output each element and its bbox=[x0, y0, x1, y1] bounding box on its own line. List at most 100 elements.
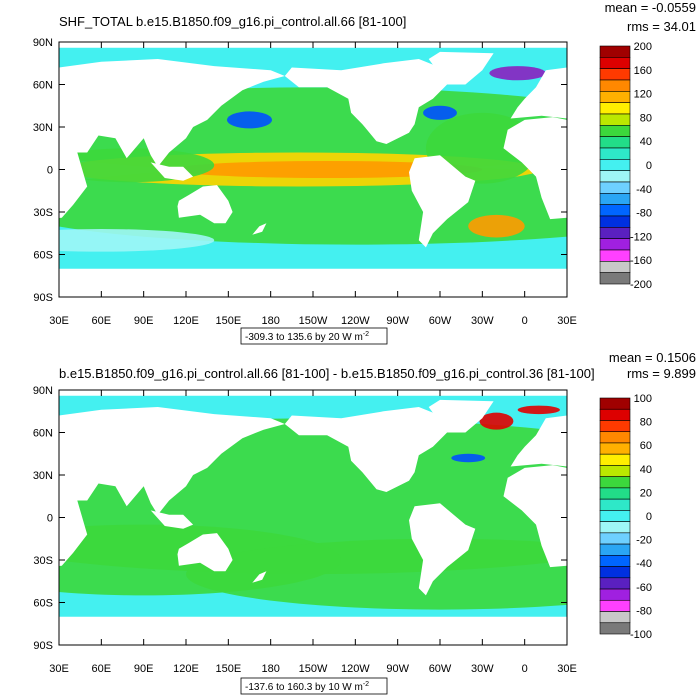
land-mask bbox=[409, 503, 476, 596]
colorbar-label: -80 bbox=[636, 208, 652, 220]
field-blob bbox=[171, 161, 483, 178]
colorbar-label: -40 bbox=[636, 558, 652, 570]
x-tick-label: 30W bbox=[471, 663, 494, 675]
colorbar-swatch bbox=[599, 611, 631, 624]
field-blob bbox=[451, 453, 486, 463]
land-mask bbox=[150, 162, 194, 181]
colorbar-swatch bbox=[599, 510, 631, 522]
colorbar-swatch bbox=[599, 622, 631, 635]
stat-rms: rms = 9.899 bbox=[627, 366, 696, 381]
x-tick-label: 90E bbox=[134, 315, 154, 327]
land-mask bbox=[428, 51, 494, 85]
colorbar-swatch bbox=[599, 408, 631, 421]
colorbar-label: 40 bbox=[640, 136, 652, 148]
colorbar-swatch bbox=[599, 543, 631, 556]
colorbar-swatch bbox=[599, 68, 631, 81]
colorbar-swatch bbox=[599, 227, 631, 239]
field-blob bbox=[226, 111, 273, 129]
colorbar-swatch bbox=[599, 487, 631, 500]
colorbar-label: -40 bbox=[636, 184, 652, 196]
y-tick-label: 90N bbox=[33, 385, 53, 397]
contour-range-box bbox=[240, 677, 388, 695]
colorbar-label: 40 bbox=[640, 464, 652, 476]
colorbar-swatch bbox=[599, 272, 631, 285]
chart-panel-2: 30E 60E 90E 120E 150E 180 150W 120W 90W 60W 30W 0 30… bbox=[33, 350, 696, 695]
land-mask bbox=[409, 155, 476, 248]
chart-title: b.e15.B1850.f09_g16.pi_control.all.66 [8… bbox=[59, 366, 595, 381]
land-mask bbox=[59, 268, 567, 297]
colorbar-swatch bbox=[599, 465, 631, 477]
colorbar: 200 160 120 80 40 0 -40 -80 -120 -160 -200 bbox=[599, 41, 652, 291]
field-blob bbox=[423, 105, 457, 120]
land-mask bbox=[503, 117, 567, 220]
y-tick-label: 0 bbox=[47, 165, 53, 177]
land-mask bbox=[510, 415, 567, 467]
colorbar-swatch bbox=[599, 113, 631, 126]
field-blob bbox=[468, 214, 525, 238]
field-blob bbox=[517, 405, 560, 415]
y-tick-label: 30S bbox=[33, 207, 53, 219]
colorbar-swatch bbox=[599, 238, 631, 251]
colorbar-label: 160 bbox=[634, 65, 652, 77]
colorbar-label: -160 bbox=[630, 255, 652, 267]
colorbar-swatch bbox=[599, 442, 631, 455]
land-mask bbox=[177, 533, 233, 572]
colorbar-label: 0 bbox=[646, 160, 652, 172]
x-tick-label: 150E bbox=[215, 315, 241, 327]
x-tick-label: 120W bbox=[341, 315, 370, 327]
contour-range-label: -309.3 to 135.6 by 20 W m-2 bbox=[245, 331, 369, 343]
colorbar-label: 0 bbox=[646, 511, 652, 523]
colorbar-label: -80 bbox=[636, 605, 652, 617]
colorbar-swatch bbox=[599, 204, 631, 217]
colorbar: 100 80 60 40 20 0 -20 -40 -60 -80 -100 bbox=[599, 393, 652, 641]
colorbar-swatch bbox=[599, 420, 631, 433]
colorbar-label: 120 bbox=[634, 89, 652, 101]
colorbar-swatch bbox=[599, 261, 631, 273]
land-mask bbox=[59, 407, 285, 566]
x-tick-label: 60E bbox=[92, 315, 112, 327]
colorbar-label: 80 bbox=[640, 417, 652, 429]
land-mask bbox=[59, 59, 285, 218]
x-tick-label: 120W bbox=[341, 663, 370, 675]
colorbar-swatch bbox=[599, 498, 631, 511]
x-tick-label: 30W bbox=[471, 315, 494, 327]
y-tick-label: 90S bbox=[33, 292, 53, 304]
y-tick-label: 90N bbox=[33, 37, 53, 49]
x-tick-label: 90E bbox=[134, 663, 154, 675]
x-tick-label: 90W bbox=[386, 663, 409, 675]
chart-panel-1: 30E 60E 90E 120E 150E 180 150W 120W 90W 60W 30W 0 30… bbox=[33, 0, 696, 345]
colorbar-swatch bbox=[599, 521, 631, 534]
x-tick-label: 60E bbox=[92, 663, 112, 675]
x-tick-label: 150W bbox=[299, 315, 328, 327]
stat-rms: rms = 34.01 bbox=[627, 19, 696, 34]
colorbar-label: -20 bbox=[636, 535, 652, 547]
x-tick-label: 60W bbox=[429, 663, 452, 675]
colorbar-swatch bbox=[599, 79, 631, 92]
y-tick-label: 60S bbox=[33, 250, 53, 262]
colorbar-label: -100 bbox=[630, 629, 652, 641]
x-tick-label: 120E bbox=[173, 315, 199, 327]
land-mask bbox=[59, 616, 567, 645]
colorbar-swatch bbox=[599, 147, 631, 160]
x-tick-label: 150E bbox=[215, 663, 241, 675]
stat-mean: mean = -0.0559 bbox=[605, 0, 696, 15]
field-blob bbox=[489, 66, 546, 81]
colorbar-label: -120 bbox=[630, 231, 652, 243]
field-blob bbox=[479, 412, 514, 430]
x-tick-label: 120E bbox=[173, 663, 199, 675]
colorbar-label: -200 bbox=[630, 279, 652, 291]
land-mask bbox=[252, 571, 267, 583]
x-tick-label: 30E bbox=[557, 663, 577, 675]
field-plot bbox=[59, 390, 567, 645]
land-mask bbox=[510, 67, 567, 119]
land-mask bbox=[284, 407, 448, 492]
colorbar-swatch bbox=[599, 136, 631, 149]
colorbar-swatch bbox=[599, 599, 631, 612]
stat-mean: mean = 0.1506 bbox=[609, 350, 696, 365]
land-mask bbox=[428, 399, 494, 433]
land-mask bbox=[503, 465, 567, 568]
x-tick-label: 150W bbox=[299, 663, 328, 675]
contour-range-box bbox=[240, 327, 388, 345]
colorbar-swatch bbox=[599, 170, 631, 183]
